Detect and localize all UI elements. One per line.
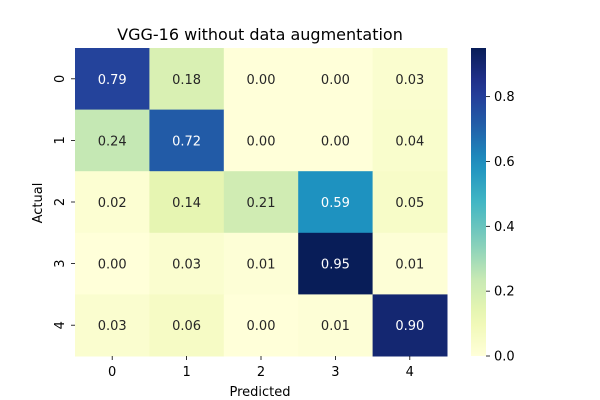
heatmap-cell [223, 232, 299, 295]
cell-value-label: 0.02 [98, 196, 127, 211]
cell-value-label: 0.01 [321, 319, 350, 334]
cell-value-label: 0.03 [395, 73, 424, 88]
y-tick-label: 4 [53, 321, 68, 329]
chart-title: VGG-16 without data augmentation [117, 25, 403, 44]
cell-value-label: 0.00 [321, 134, 350, 149]
heatmap-cell [149, 294, 225, 357]
cell-value-label: 0.01 [247, 258, 276, 273]
cell-value-label: 0.14 [172, 196, 201, 211]
heatmap-cell [372, 294, 448, 357]
heatmap-cell [298, 48, 374, 111]
cell-value-label: 0.18 [172, 73, 201, 88]
heatmap-cell [75, 294, 150, 357]
x-tick-label: 3 [331, 365, 339, 380]
heatmap-cell [75, 48, 150, 111]
cell-value-label: 0.00 [98, 258, 127, 273]
cell-value-label: 0.24 [98, 134, 127, 149]
cell-value-label: 0.03 [98, 319, 127, 334]
cell-value-label: 0.72 [172, 134, 201, 149]
colorbar-gradient [471, 48, 486, 356]
colorbar-tick-label: 0.0 [494, 350, 515, 365]
heatmap-cells: 0.79 0.18 0.00 0.00 0.03 0.24 0.72 0.00 0.00 0.04… [75, 48, 448, 357]
y-axis-ticks: 0 1 2 3 4 [53, 75, 75, 329]
x-axis-ticks: 0 1 2 3 4 [108, 356, 414, 380]
cell-value-label: 0.05 [395, 196, 424, 211]
y-tick-label: 1 [53, 136, 68, 144]
cell-value-label: 0.90 [395, 319, 424, 334]
cell-value-label: 0.21 [247, 196, 276, 211]
cell-value-label: 0.06 [172, 319, 201, 334]
cell-value-label: 0.79 [98, 73, 127, 88]
heatmap-cell [223, 294, 299, 357]
heatmap-cell [149, 171, 225, 234]
colorbar-tick-label: 0.8 [494, 90, 515, 105]
heatmap-cell [149, 232, 225, 295]
y-tick-label: 2 [53, 198, 68, 206]
cell-value-label: 0.95 [321, 258, 350, 273]
heatmap-cell [372, 48, 448, 111]
cell-value-label: 0.00 [247, 73, 276, 88]
heatmap-cell [298, 232, 374, 295]
heatmap-cell [298, 109, 374, 172]
y-axis-label: Actual [31, 183, 46, 224]
heatmap-cell [223, 171, 299, 234]
x-tick-label: 0 [108, 365, 116, 380]
x-tick-label: 2 [257, 365, 265, 380]
x-tick-label: 1 [182, 365, 190, 380]
heatmap-cell [75, 232, 150, 295]
heatmap-cell [372, 171, 448, 234]
y-tick-label: 3 [53, 259, 68, 267]
heatmap-cell [223, 48, 299, 111]
x-axis-label: Predicted [229, 385, 290, 400]
heatmap-cell [149, 109, 225, 172]
colorbar-tick-label: 0.6 [494, 155, 515, 170]
cell-value-label: 0.03 [172, 258, 201, 273]
heatmap-cell [372, 109, 448, 172]
cell-value-label: 0.04 [395, 134, 424, 149]
heatmap-cell [75, 109, 150, 172]
colorbar: 0.0 0.2 0.4 0.6 0.8 [471, 48, 515, 365]
colorbar-tick-label: 0.4 [494, 220, 515, 235]
cell-value-label: 0.59 [321, 196, 350, 211]
heatmap-cell [372, 232, 448, 295]
heatmap-cell [298, 171, 374, 234]
cell-value-label: 0.00 [247, 319, 276, 334]
y-tick-label: 0 [53, 75, 68, 83]
cell-value-label: 0.00 [247, 134, 276, 149]
cell-value-label: 0.00 [321, 73, 350, 88]
heatmap-cell [75, 171, 150, 234]
heatmap-cell [149, 48, 225, 111]
heatmap-cell [223, 109, 299, 172]
x-tick-label: 4 [406, 365, 414, 380]
cell-value-label: 0.01 [395, 258, 424, 273]
heatmap-cell [298, 294, 374, 357]
colorbar-tick-label: 0.2 [494, 285, 515, 300]
